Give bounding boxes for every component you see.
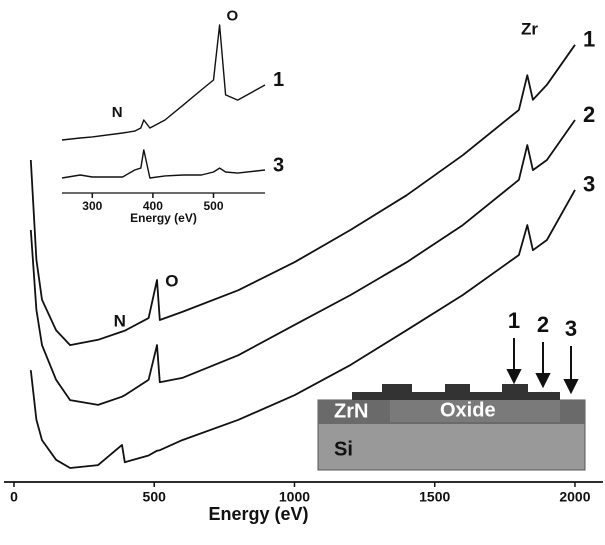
x-tick-label: 500 <box>143 489 167 505</box>
annotation: O <box>165 271 178 290</box>
x-tick-label: 2000 <box>559 489 590 505</box>
x-tick-label: 500 <box>203 199 223 213</box>
series-label: 1 <box>273 69 284 91</box>
annotation: Zr <box>521 19 538 38</box>
spectrum-line <box>29 189 576 469</box>
series-label: 1 <box>583 27 595 52</box>
arrow-label: 3 <box>565 316 577 341</box>
annotation: N <box>114 311 126 330</box>
x-axis-label: Energy (eV) <box>208 504 308 524</box>
oxide-region <box>390 400 560 422</box>
spectrum-line <box>61 149 266 179</box>
series-label: 3 <box>273 154 284 176</box>
x-tick-label: 1000 <box>279 489 310 505</box>
series-label: 3 <box>583 172 595 197</box>
spectrum-line <box>61 24 266 141</box>
x-axis-label: Energy (eV) <box>130 211 197 225</box>
series-label: 2 <box>583 102 595 127</box>
spectrum-line <box>29 44 576 346</box>
arrows <box>506 338 579 395</box>
layer-label: Si <box>334 438 353 460</box>
arrow-head <box>563 379 579 395</box>
spectrum-line <box>29 119 576 406</box>
arrow-head <box>535 373 551 389</box>
x-tick-label: 1500 <box>419 489 450 505</box>
x-tick-label: 400 <box>143 199 163 213</box>
layer-label: Oxide <box>440 399 496 421</box>
x-tick-label: 0 <box>10 489 18 505</box>
x-tick-label: 300 <box>82 199 102 213</box>
layer-label: ZrN <box>334 400 368 422</box>
annotation: O <box>226 8 238 25</box>
annotation: N <box>112 104 123 121</box>
schematic: ZrN Oxide Si 1 2 3 <box>317 308 586 471</box>
arrow-head <box>506 369 522 385</box>
zrn-pads <box>352 384 560 400</box>
arrow-label: 2 <box>537 312 549 337</box>
arrow-label: 1 <box>508 308 520 333</box>
